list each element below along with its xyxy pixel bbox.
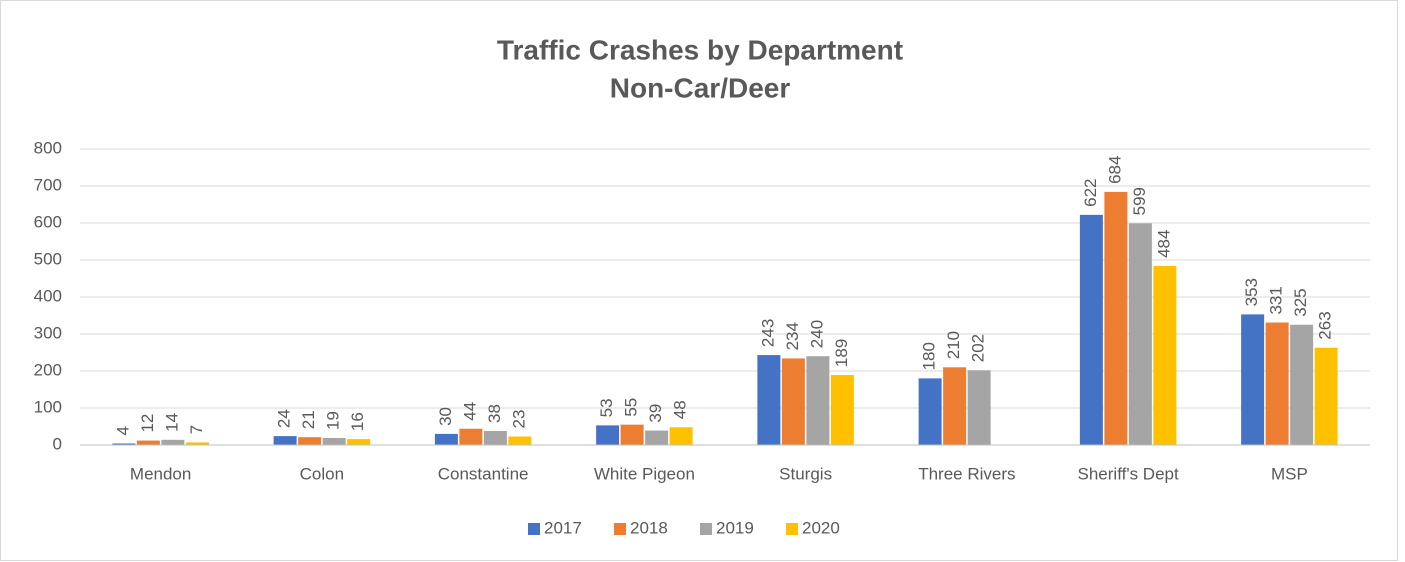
- data-label: 180: [920, 342, 939, 370]
- data-label: 53: [597, 398, 616, 417]
- data-label: 210: [944, 331, 963, 359]
- legend-label: 2018: [630, 518, 668, 537]
- data-label: 622: [1081, 178, 1100, 206]
- data-label: 484: [1154, 230, 1173, 258]
- x-tick-label: Three Rivers: [918, 464, 1015, 483]
- y-tick-label: 600: [34, 212, 62, 231]
- data-label: 4: [113, 426, 132, 435]
- data-label: 684: [1105, 156, 1124, 184]
- bar: [112, 443, 136, 445]
- bar: [967, 370, 991, 445]
- bar: [459, 428, 483, 445]
- bar: [757, 355, 781, 445]
- data-label: 189: [832, 339, 851, 367]
- y-tick-label: 500: [34, 249, 62, 268]
- chart-subtitle: Non-Car/Deer: [610, 72, 791, 103]
- bar: [273, 436, 297, 445]
- bar: [943, 367, 967, 445]
- legend-swatch: [528, 523, 540, 535]
- bar: [322, 437, 346, 445]
- bar: [161, 439, 185, 445]
- x-tick-label: White Pigeon: [594, 464, 695, 483]
- bar: [669, 427, 693, 445]
- data-label: 16: [348, 412, 367, 431]
- legend-swatch: [614, 523, 626, 535]
- bar: [1153, 265, 1177, 445]
- data-label: 48: [671, 400, 690, 419]
- bar: [830, 375, 854, 445]
- bar: [136, 440, 160, 445]
- x-tick-label: MSP: [1271, 464, 1308, 483]
- y-tick-label: 700: [34, 175, 62, 194]
- data-label: 263: [1316, 311, 1335, 339]
- data-label: 19: [324, 411, 343, 430]
- data-label: 599: [1130, 187, 1149, 215]
- bar: [1079, 214, 1103, 445]
- data-label: 14: [162, 413, 181, 432]
- bar: [483, 430, 507, 445]
- bar: [1104, 191, 1128, 445]
- data-label: 234: [783, 322, 802, 350]
- data-label: 39: [646, 404, 665, 423]
- x-tick-label: Constantine: [438, 464, 529, 483]
- x-tick-label: Mendon: [130, 464, 191, 483]
- data-label: 21: [299, 410, 318, 429]
- data-label: 202: [969, 334, 988, 362]
- bar: [298, 437, 322, 445]
- data-label: 24: [275, 409, 294, 428]
- chart-title: Traffic Crashes by Department: [497, 34, 903, 65]
- legend-swatch: [700, 523, 712, 535]
- data-label: 353: [1242, 278, 1261, 306]
- legend-label: 2019: [716, 518, 754, 537]
- bar: [596, 425, 620, 445]
- bar: [1241, 314, 1265, 445]
- y-tick-label: 100: [34, 397, 62, 416]
- bar: [1290, 324, 1314, 445]
- data-label: 55: [622, 398, 641, 417]
- data-label: 12: [138, 414, 157, 433]
- data-label: 44: [460, 402, 479, 421]
- bar: [508, 436, 532, 445]
- data-label: 23: [509, 410, 528, 429]
- bar: [347, 439, 371, 445]
- x-tick-label: Colon: [300, 464, 344, 483]
- y-tick-label: 200: [34, 360, 62, 379]
- bar: [781, 358, 805, 445]
- y-tick-label: 300: [34, 323, 62, 342]
- bar: [185, 442, 209, 445]
- data-label: 38: [485, 404, 504, 423]
- bar: [806, 356, 830, 445]
- data-label: 331: [1267, 286, 1286, 314]
- bar: [1314, 347, 1338, 445]
- data-label: 243: [758, 319, 777, 347]
- y-tick-label: 0: [53, 434, 62, 453]
- y-tick-label: 800: [34, 138, 62, 157]
- legend-label: 2020: [802, 518, 840, 537]
- data-label: 7: [187, 425, 206, 434]
- bar: [645, 430, 669, 445]
- legend-swatch: [786, 523, 798, 535]
- data-label: 325: [1291, 288, 1310, 316]
- x-tick-label: Sturgis: [779, 464, 832, 483]
- bar: [1128, 223, 1152, 445]
- bar: [1265, 322, 1289, 445]
- legend-label: 2017: [544, 518, 582, 537]
- data-label: 240: [807, 320, 826, 348]
- data-label: 30: [436, 407, 455, 426]
- bar: [620, 424, 644, 445]
- bar: [918, 378, 942, 445]
- bar: [434, 433, 458, 445]
- x-tick-label: Sheriff's Dept: [1078, 464, 1179, 483]
- y-tick-label: 400: [34, 286, 62, 305]
